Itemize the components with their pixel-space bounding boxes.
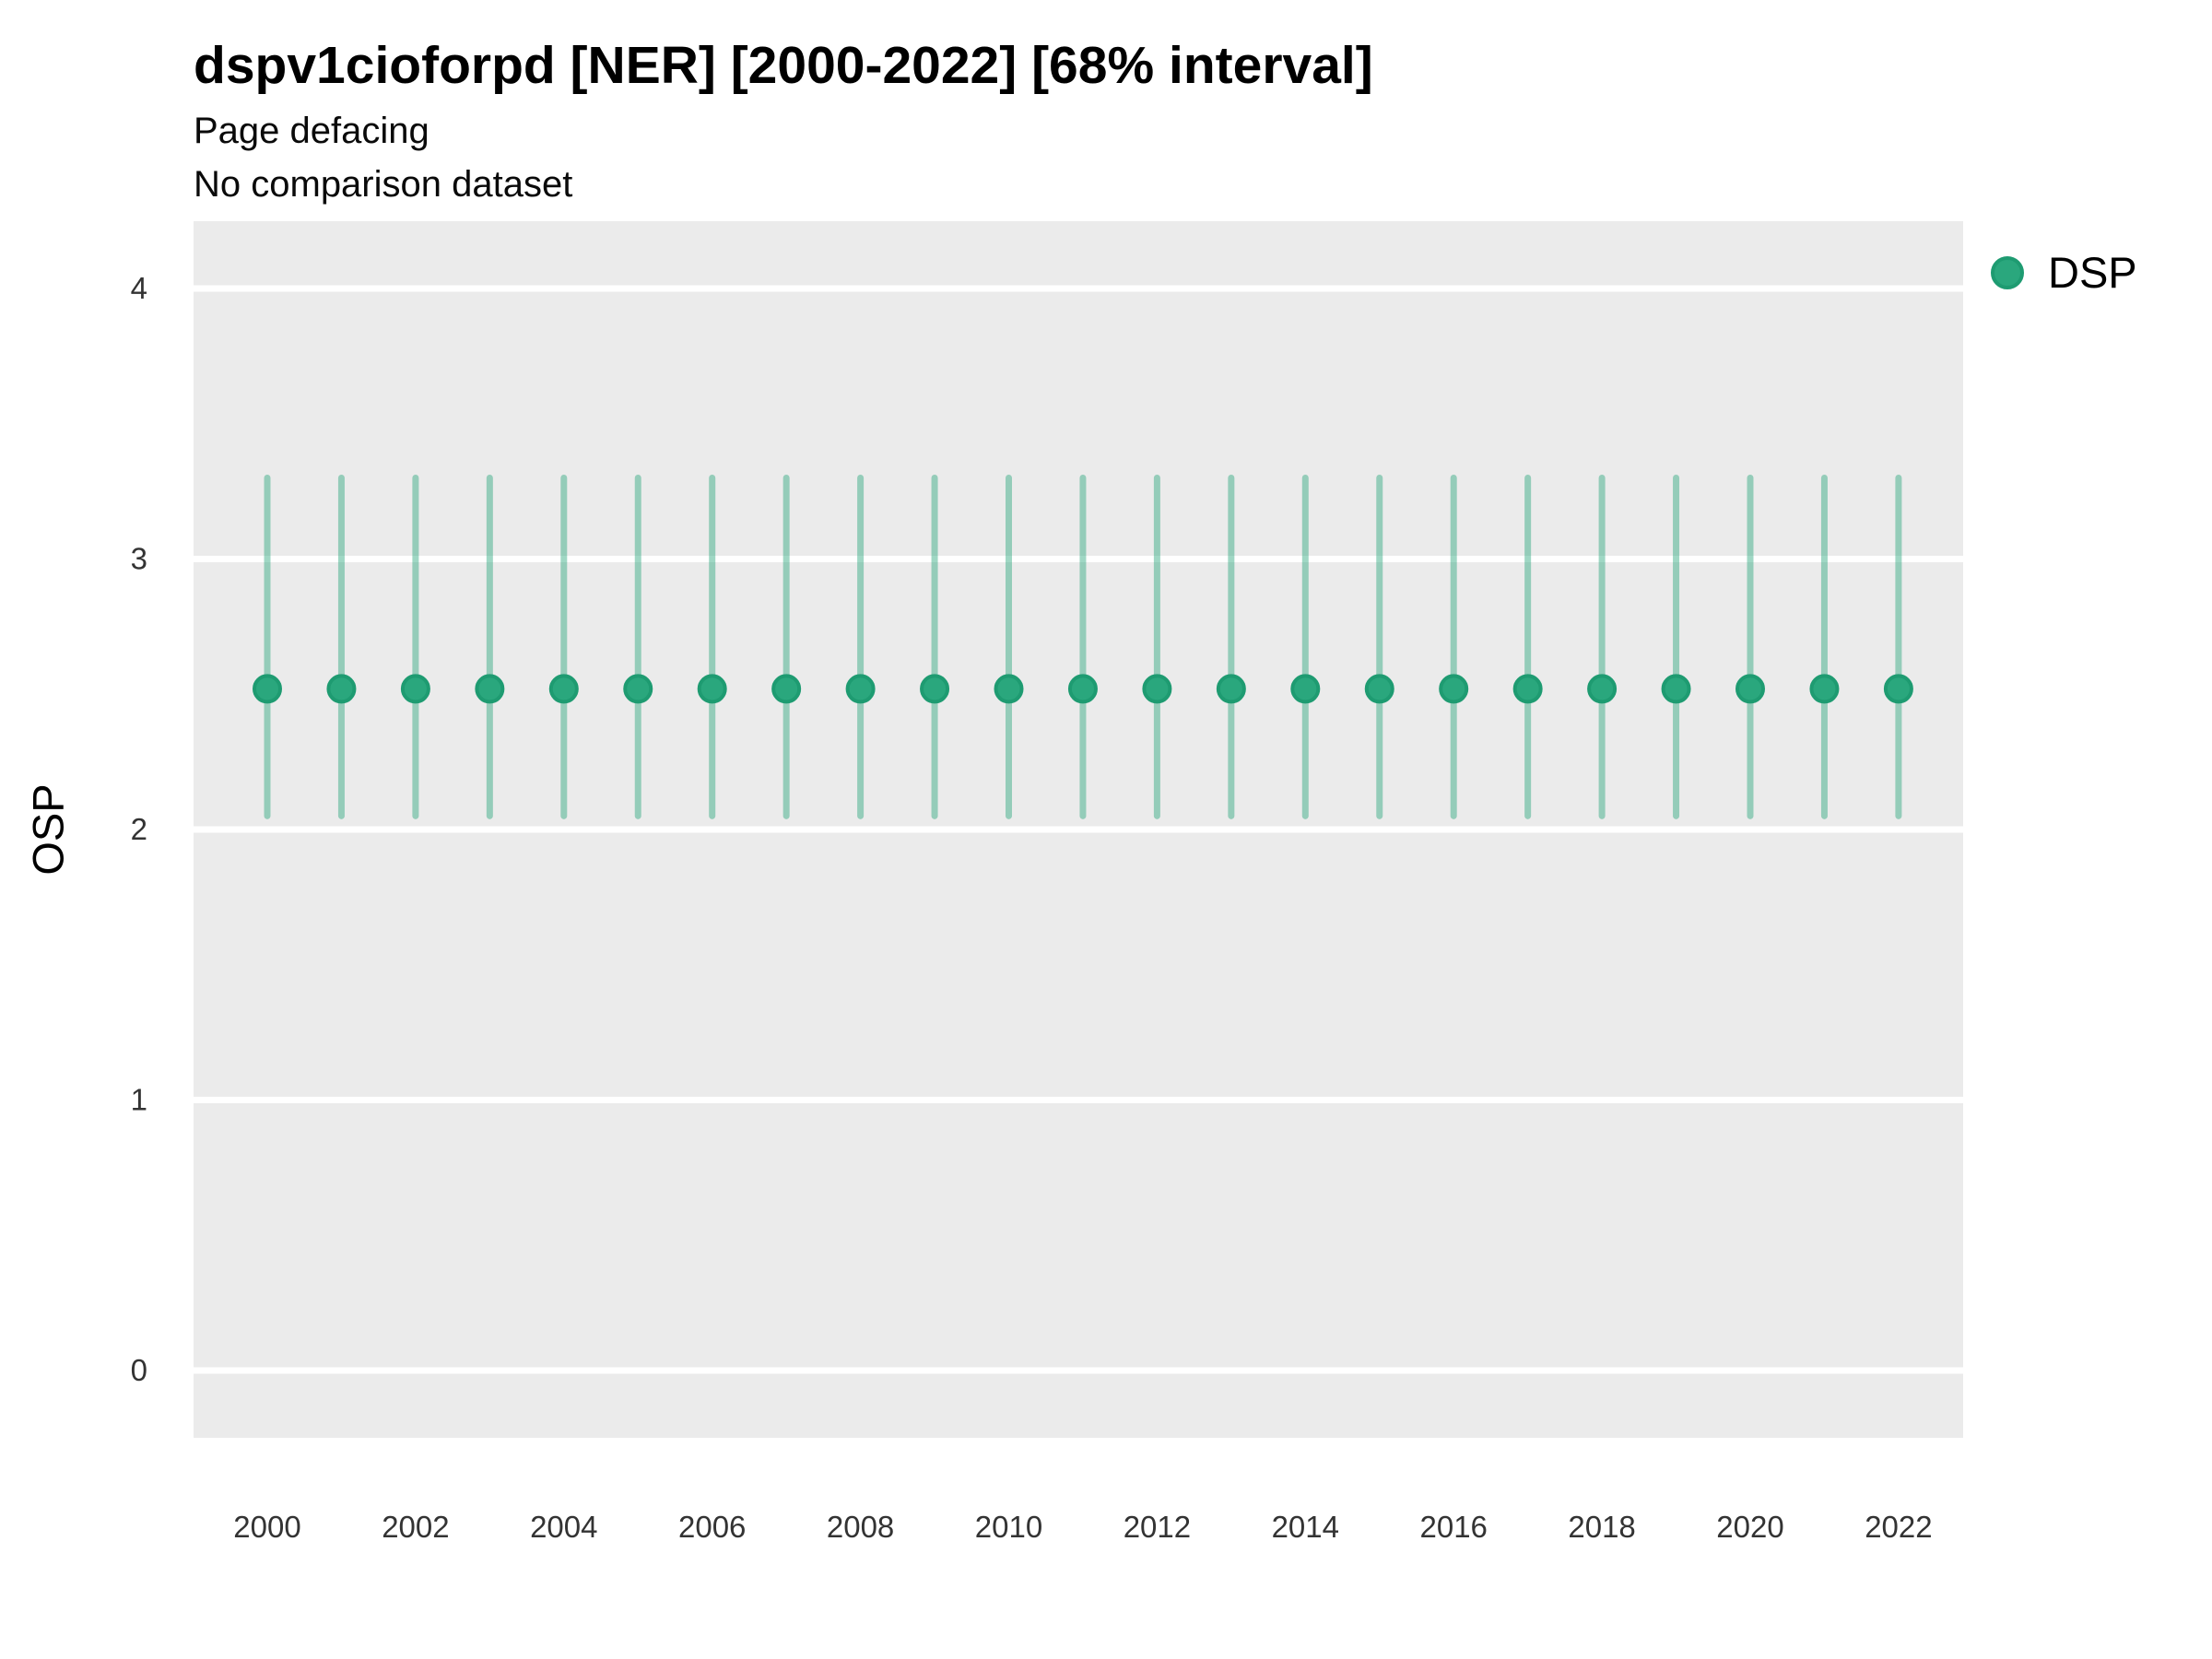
chart-subtitle: Page defacing [194,111,429,151]
x-tick-label: 2008 [827,1510,894,1544]
chart-note: No comparison dataset [194,164,573,205]
legend: DSP [1991,247,2137,298]
x-tick-label: 2006 [678,1510,746,1544]
data-point [400,674,430,704]
data-point [1661,674,1691,704]
data-point [1290,674,1321,704]
data-point [1512,674,1543,704]
y-tick-label: 2 [131,812,147,846]
x-tick-label: 2010 [975,1510,1042,1544]
y-tick-label: 1 [131,1083,147,1117]
data-point [326,674,357,704]
data-point [1735,674,1765,704]
legend-point-icon [1991,255,2024,289]
y-tick-label: 0 [131,1353,147,1387]
data-point [771,674,802,704]
x-tick-label: 2014 [1272,1510,1339,1544]
data-point [548,674,579,704]
x-tick-label: 2022 [1865,1510,1932,1544]
data-point [1364,674,1394,704]
data-point [1142,674,1172,704]
data-point [1809,674,1840,704]
x-tick-label: 2002 [382,1510,449,1544]
data-point [845,674,876,704]
x-tick-label: 2016 [1419,1510,1487,1544]
y-tick-label: 4 [131,271,147,305]
y-tick-label: 3 [131,542,147,576]
data-point [1216,674,1246,704]
data-point [1883,674,1913,704]
data-point [475,674,505,704]
data-point [1067,674,1098,704]
data-point [253,674,282,704]
x-tick-label: 2000 [233,1510,300,1544]
x-tick-label: 2012 [1124,1510,1191,1544]
data-point [920,674,950,704]
chart-title: dspv1cioforpd [NER] [2000-2022] [68% int… [194,36,1373,95]
data-point [1439,674,1469,704]
data-point [994,674,1024,704]
data-point [623,674,653,704]
x-tick-label: 2004 [530,1510,597,1544]
x-tick-label: 2020 [1716,1510,1783,1544]
y-axis-title: OSP [23,783,73,876]
legend-item-label: DSP [2048,248,2137,297]
x-tick-label: 2018 [1568,1510,1635,1544]
data-point [1587,674,1618,704]
data-point [697,674,727,704]
